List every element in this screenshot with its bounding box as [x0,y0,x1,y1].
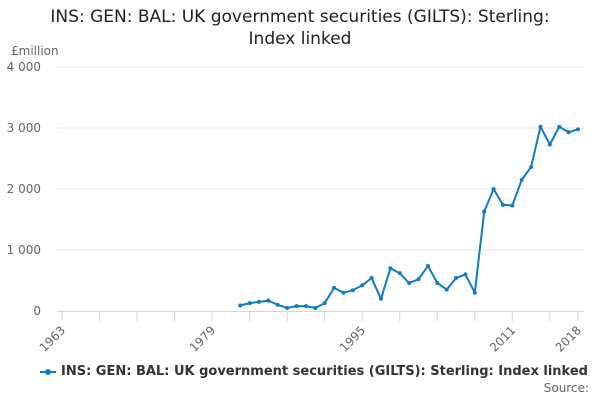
data-point[interactable] [266,298,271,303]
legend-item[interactable]: INS: GEN: BAL: UK government securities … [40,364,588,379]
legend-line-marker-icon [40,367,56,377]
y-axis-unit-label: £million [11,44,59,58]
y-tick-label: 1 000 [7,243,41,257]
data-point[interactable] [425,263,430,268]
chart-title-line2: Index linked [248,29,352,49]
series-line [240,125,579,309]
data-point[interactable] [332,285,337,290]
data-point[interactable] [341,290,346,295]
data-point[interactable] [547,142,552,147]
chart-title: INS: GEN: BAL: UK government securities … [0,6,600,50]
data-point[interactable] [566,130,571,135]
data-point[interactable] [500,202,505,207]
data-point[interactable] [529,165,534,170]
data-point[interactable] [407,280,412,285]
data-point[interactable] [285,305,290,310]
data-point[interactable] [275,302,280,307]
data-point[interactable] [388,266,393,271]
data-point[interactable] [322,301,327,306]
y-tick-label: 3 000 [7,121,41,135]
data-point[interactable] [247,301,252,306]
y-axis-tick-labels: 0 1 000 2 000 3 000 4 000 [7,60,41,318]
data-point[interactable] [472,290,477,295]
data-point[interactable] [463,272,468,277]
data-point[interactable] [257,299,262,304]
data-point[interactable] [538,124,543,129]
data-point[interactable] [238,303,243,308]
data-point[interactable] [360,283,365,288]
data-point[interactable] [557,124,562,129]
x-tick-label: 2018 [553,323,584,354]
data-series [238,124,580,310]
data-point[interactable] [491,187,496,191]
legend-label: INS: GEN: BAL: UK government securities … [61,364,588,379]
y-tick-label: 4 000 [7,60,41,74]
x-tick-label: 1979 [187,323,218,354]
data-point[interactable] [397,271,402,276]
data-point[interactable] [350,288,355,293]
chart-title-line1: INS: GEN: BAL: UK government securities … [50,7,550,27]
data-point[interactable] [454,276,459,281]
data-point[interactable] [378,296,383,301]
data-point[interactable] [416,277,421,282]
data-point[interactable] [369,276,374,281]
data-point[interactable] [303,304,308,309]
data-point[interactable] [510,203,515,208]
x-tick-label: 2011 [487,323,518,354]
source-label: Source: [543,381,589,395]
data-point[interactable] [519,177,524,182]
y-tick-label: 2 000 [7,182,41,196]
data-point[interactable] [294,304,299,309]
x-axis: 1963 1979 1995 2011 2018 [37,311,584,355]
gridlines [57,66,584,251]
data-point[interactable] [482,209,487,214]
data-point[interactable] [444,287,449,292]
x-tick-label: 1995 [337,323,368,354]
data-point[interactable] [576,127,580,132]
data-point[interactable] [435,280,440,285]
data-point[interactable] [313,305,318,310]
x-tick-label: 1963 [37,323,68,354]
y-tick-label: 0 [33,304,41,318]
